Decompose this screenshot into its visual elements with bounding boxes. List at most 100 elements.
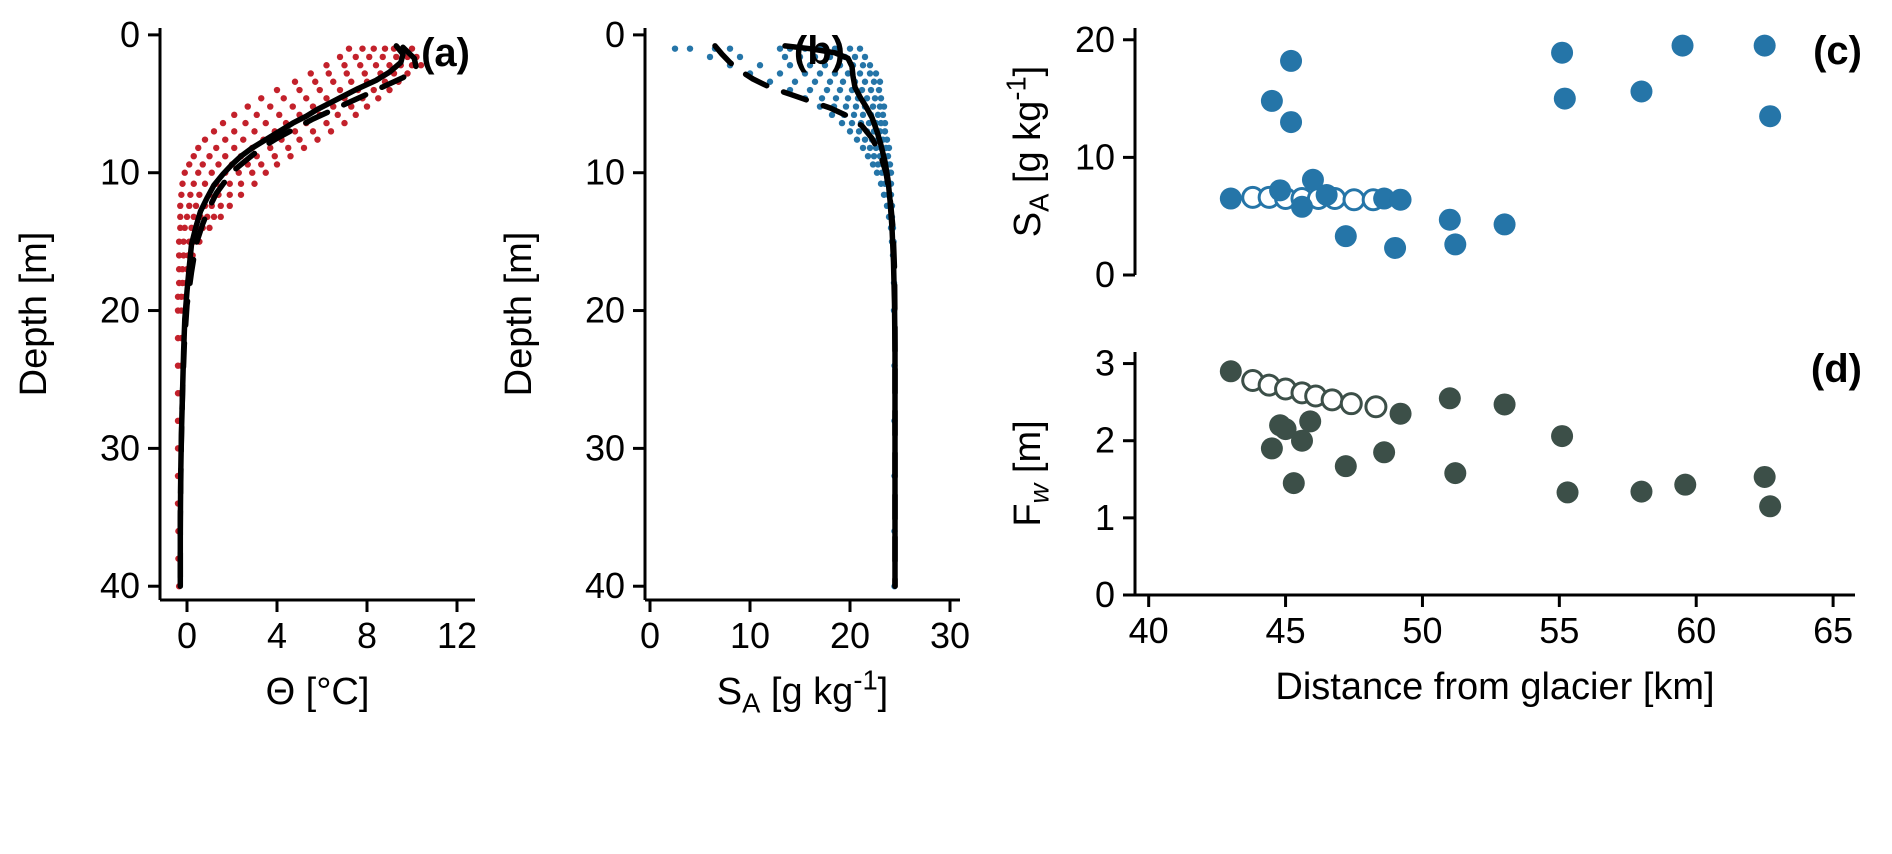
sample-point bbox=[1551, 41, 1574, 64]
profile-dot bbox=[262, 169, 269, 176]
profile-dot bbox=[801, 70, 809, 77]
profile-dot bbox=[417, 62, 425, 69]
profile-dot bbox=[231, 128, 238, 135]
profile-dot bbox=[334, 111, 341, 119]
profile-dot bbox=[352, 53, 359, 61]
profile-dot bbox=[823, 86, 831, 94]
sample-point bbox=[1282, 472, 1305, 495]
profile-dot bbox=[863, 95, 871, 102]
profile-dot bbox=[836, 62, 844, 69]
profile-dot bbox=[828, 111, 836, 119]
profile-dot bbox=[226, 191, 233, 198]
profile-dot bbox=[786, 62, 794, 69]
open-sample-point bbox=[1342, 188, 1366, 212]
y-tick-label: 40 bbox=[100, 565, 140, 606]
panel-b: 0 10 20 30 40 0 10 20 30 SA [g kg-1] Depth [m] (b) bbox=[498, 14, 970, 718]
profile-dot bbox=[861, 53, 869, 61]
profile-dot bbox=[796, 53, 804, 61]
profile-dot bbox=[370, 45, 377, 52]
x-tick-label: 65 bbox=[1813, 610, 1853, 651]
profile-dot bbox=[379, 53, 386, 61]
sample-point bbox=[1274, 418, 1297, 441]
profile-dot bbox=[206, 224, 213, 232]
profile-dot bbox=[175, 252, 183, 259]
sample-point bbox=[1384, 236, 1407, 259]
profile-dot bbox=[851, 53, 859, 61]
y-tick-label: 30 bbox=[585, 427, 625, 468]
profile-dot bbox=[253, 111, 260, 119]
profile-dot bbox=[876, 78, 884, 85]
profile-dot bbox=[190, 180, 197, 187]
profile-dot bbox=[210, 128, 218, 135]
sample-point bbox=[1753, 465, 1776, 488]
profile-dot bbox=[811, 53, 819, 61]
profile-dot bbox=[222, 152, 229, 160]
sample-point bbox=[1759, 495, 1782, 518]
panel-label-a: (a) bbox=[421, 31, 470, 75]
profile-dot bbox=[686, 45, 694, 52]
profile-dot bbox=[309, 128, 317, 135]
profile-dot bbox=[219, 119, 227, 127]
profile-dot bbox=[791, 78, 799, 85]
sample-point bbox=[1260, 89, 1283, 112]
profile-dot bbox=[280, 95, 287, 102]
profile-dot bbox=[201, 180, 209, 187]
profile-dot bbox=[726, 45, 734, 52]
profile-dot bbox=[874, 111, 882, 119]
profile-dot bbox=[300, 144, 308, 152]
panel-label-d: (d) bbox=[1811, 347, 1862, 391]
profile-dot bbox=[267, 144, 274, 152]
sample-point bbox=[1389, 402, 1412, 425]
profile-dot bbox=[859, 62, 867, 69]
profile-dot bbox=[240, 136, 247, 143]
sample-point bbox=[1553, 87, 1576, 110]
profile-dot bbox=[267, 103, 274, 110]
sample-point bbox=[1280, 49, 1303, 72]
profile-dot bbox=[381, 45, 389, 52]
profile-dot bbox=[190, 213, 197, 221]
profile-dot bbox=[357, 62, 364, 69]
profile-dot bbox=[375, 95, 382, 102]
profile-dot bbox=[408, 45, 416, 52]
sample-point bbox=[1260, 437, 1283, 460]
y-tick-label: 40 bbox=[585, 565, 625, 606]
profile-dot bbox=[821, 62, 829, 69]
profile-dot bbox=[177, 224, 184, 232]
profile-dot bbox=[852, 103, 860, 110]
sample-point bbox=[1444, 233, 1467, 256]
sample-point bbox=[1759, 105, 1782, 128]
profile-dot bbox=[181, 169, 188, 176]
sample-point bbox=[1269, 179, 1292, 202]
profile-dot bbox=[766, 78, 774, 85]
profile-dot bbox=[861, 78, 869, 85]
profile-dot bbox=[881, 128, 889, 135]
profile-dot bbox=[231, 111, 238, 119]
profile-dot bbox=[393, 53, 400, 61]
sample-point bbox=[1556, 481, 1579, 504]
panel-c: 0 10 20 SA [g kg-1] (c) bbox=[1001, 19, 1862, 295]
profile-dot bbox=[222, 136, 229, 143]
sample-point bbox=[1438, 208, 1461, 231]
sample-point bbox=[1315, 184, 1338, 207]
y-tick-label: 10 bbox=[585, 152, 625, 193]
profile-dot bbox=[316, 86, 323, 94]
profile-dot bbox=[258, 161, 265, 168]
profile-dot bbox=[706, 53, 714, 61]
profile-dot bbox=[206, 152, 213, 160]
profile-dot bbox=[832, 95, 840, 102]
profile-dot bbox=[307, 70, 314, 77]
profile-dot bbox=[856, 70, 864, 77]
profile-dot bbox=[237, 191, 245, 198]
x-tick-label: 40 bbox=[1129, 610, 1169, 651]
profile-dot bbox=[844, 70, 852, 77]
profile-dot bbox=[336, 53, 344, 61]
profile-dot bbox=[826, 53, 834, 61]
x-tick-label: 0 bbox=[177, 615, 197, 656]
sample-point bbox=[1290, 429, 1313, 452]
profile-dot bbox=[296, 86, 303, 94]
profile-dot bbox=[875, 86, 883, 94]
profile-dot bbox=[217, 202, 224, 210]
x-tick-label: 55 bbox=[1539, 610, 1579, 651]
sample-point bbox=[1373, 441, 1396, 464]
profile-dot bbox=[217, 213, 224, 221]
